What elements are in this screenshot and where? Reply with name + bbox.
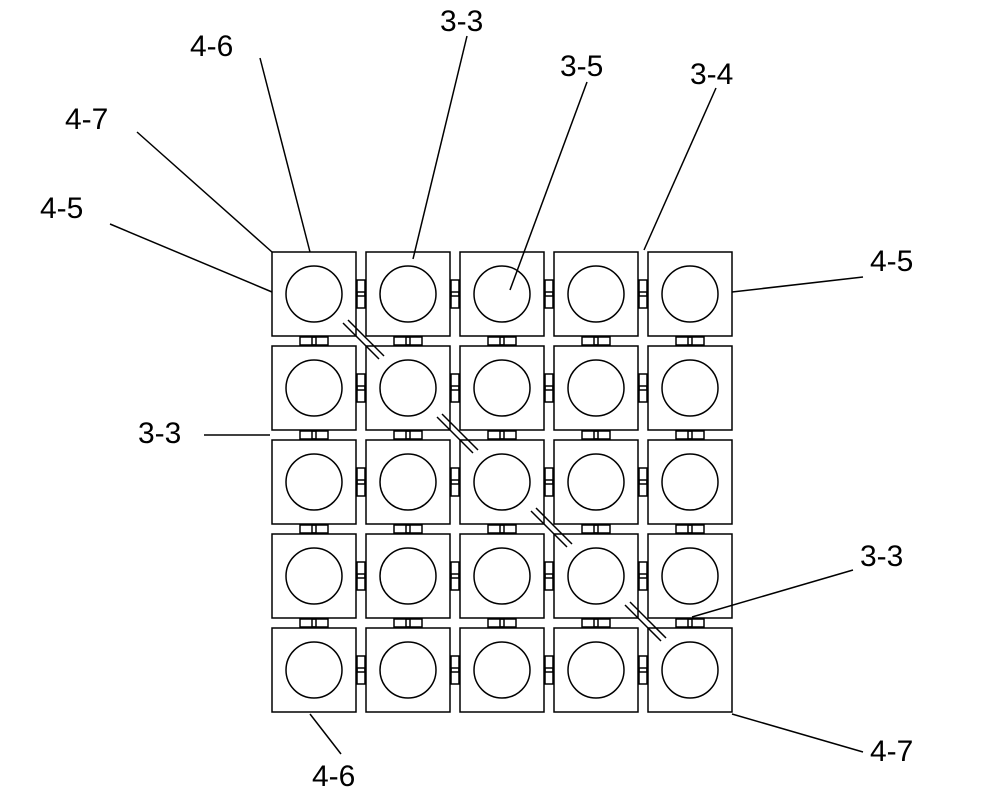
label-l-3-3-top: 3-3: [440, 5, 483, 39]
label-l-3-4: 3-4: [690, 58, 733, 92]
label-l-4-5-right: 4-5: [870, 245, 913, 279]
label-l-4-6-top: 4-6: [190, 30, 233, 64]
label-l-3-3-left: 3-3: [138, 417, 181, 451]
technical-diagram: [0, 0, 1000, 797]
label-l-4-7-bot: 4-7: [870, 735, 913, 769]
label-l-3-5: 3-5: [560, 50, 603, 84]
label-l-3-3-right: 3-3: [860, 540, 903, 574]
label-l-4-6-bot: 4-6: [312, 760, 355, 794]
label-l-4-5-left: 4-5: [40, 192, 83, 226]
label-l-4-7-top: 4-7: [65, 103, 108, 137]
